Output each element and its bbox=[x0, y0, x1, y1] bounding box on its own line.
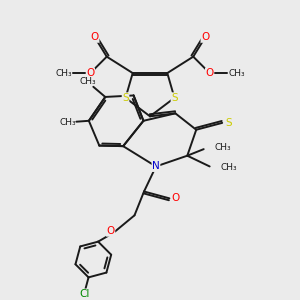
Text: O: O bbox=[172, 194, 180, 203]
Text: N: N bbox=[152, 161, 160, 171]
Text: O: O bbox=[86, 68, 94, 78]
Text: CH₃: CH₃ bbox=[214, 143, 231, 152]
Text: S: S bbox=[122, 93, 129, 103]
Text: O: O bbox=[206, 68, 214, 78]
Text: CH₃: CH₃ bbox=[55, 69, 72, 78]
Text: CH₃: CH₃ bbox=[60, 118, 76, 127]
Text: CH₃: CH₃ bbox=[228, 69, 245, 78]
Text: O: O bbox=[91, 32, 99, 42]
Text: O: O bbox=[106, 226, 115, 236]
Text: Cl: Cl bbox=[80, 289, 90, 299]
Text: O: O bbox=[201, 32, 209, 42]
Text: CH₃: CH₃ bbox=[220, 164, 237, 172]
Text: S: S bbox=[225, 118, 232, 128]
Text: CH₃: CH₃ bbox=[79, 77, 96, 86]
Text: S: S bbox=[171, 93, 178, 103]
